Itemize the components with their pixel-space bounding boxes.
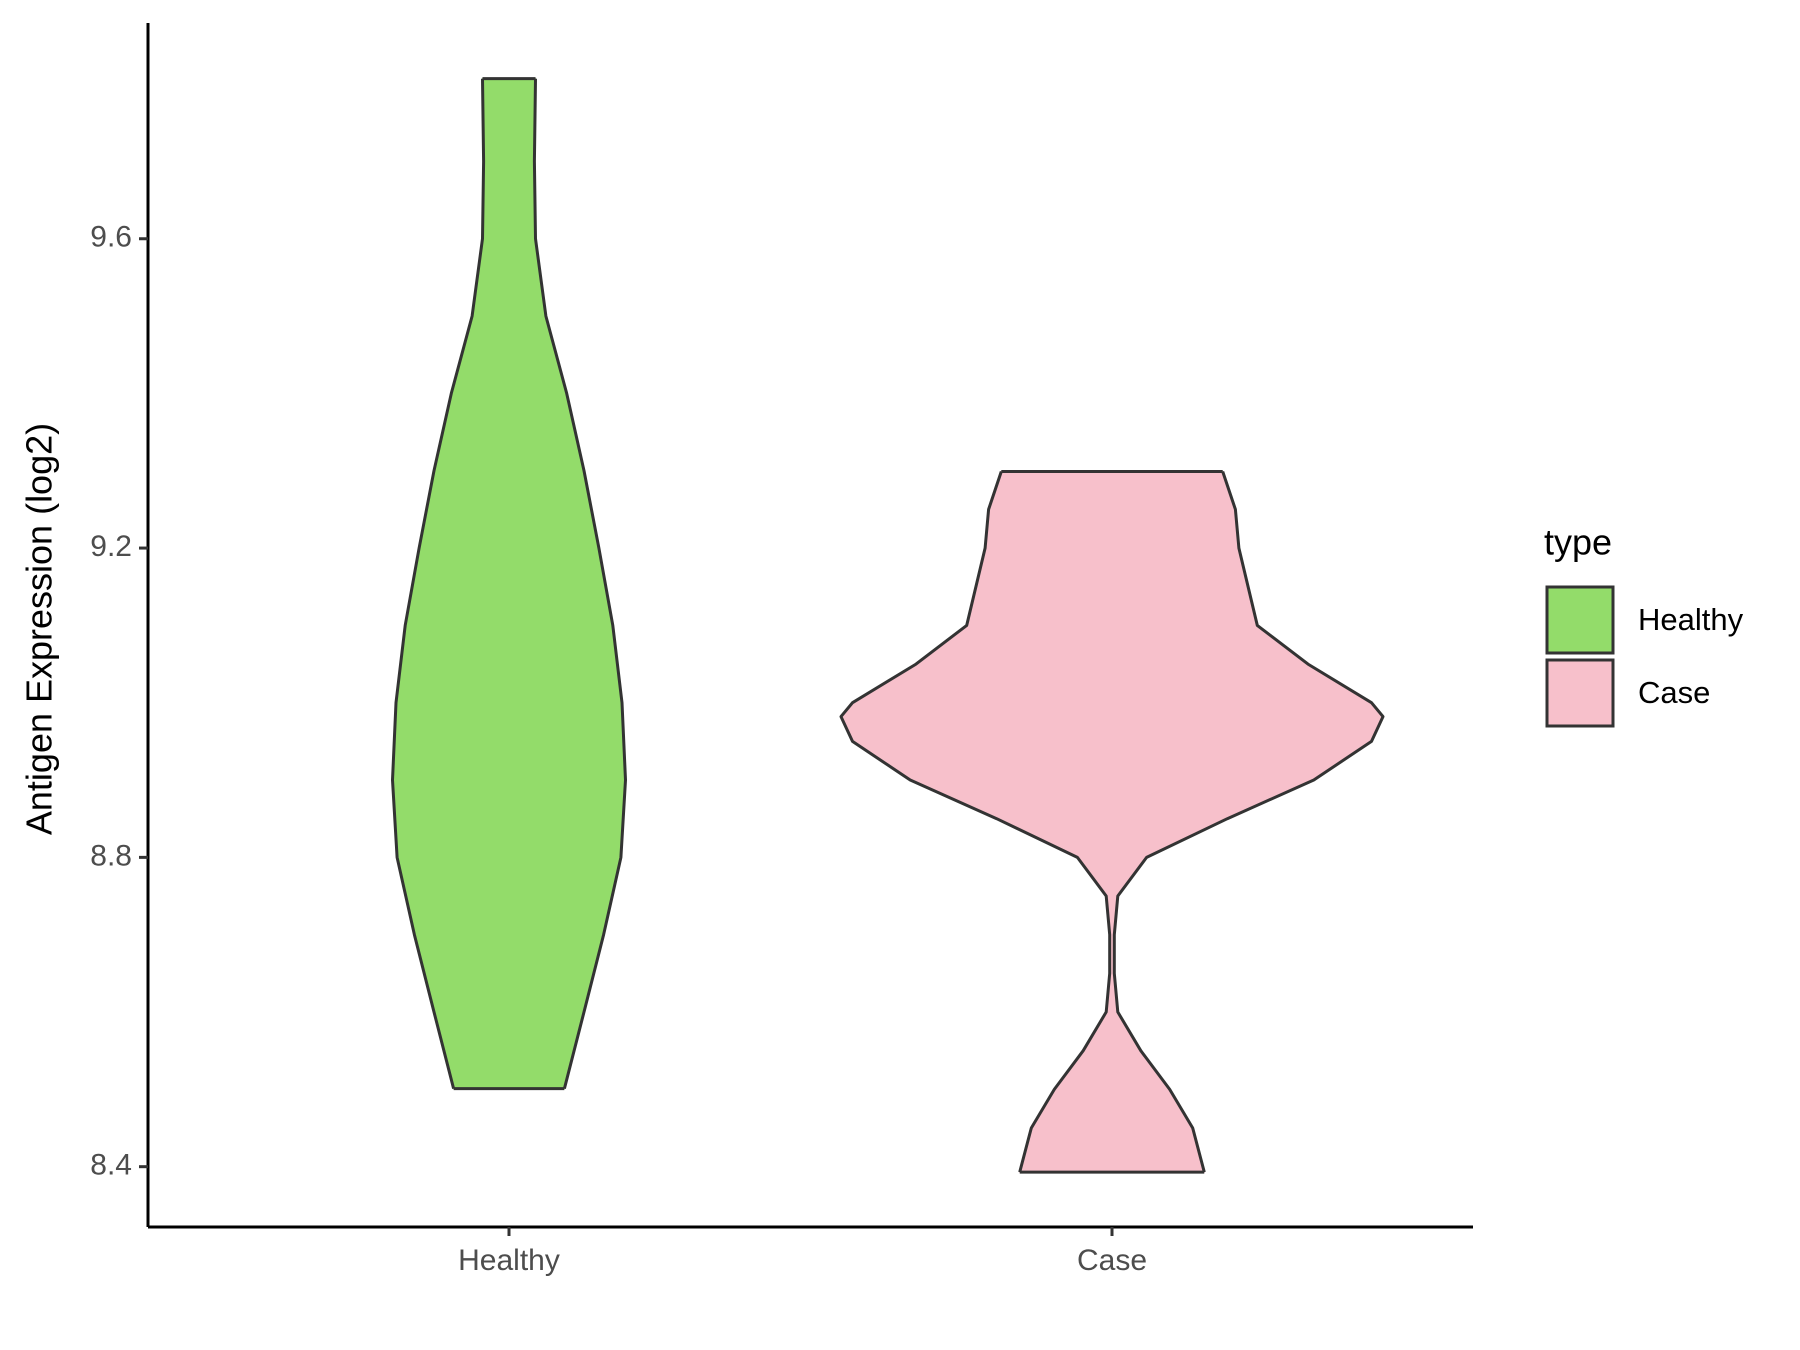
y-axis-title: Antigen Expression (log2) [19,423,60,835]
y-tick-label: 9.2 [90,530,132,563]
violin-outline [1112,471,1385,1173]
x-tick-label: Case [1077,1244,1147,1277]
x-tick-label: Healthy [458,1244,560,1277]
violin-outline [839,471,1112,1173]
y-tick-label: 9.6 [90,221,132,254]
y-tick-label: 8.4 [90,1149,132,1182]
violin-half [508,78,627,1090]
violin-outline [532,78,627,1089]
y-tick-label: 8.8 [90,839,132,872]
violin-half [391,78,510,1090]
legend-label: Case [1638,675,1710,710]
legend-label: Healthy [1638,602,1744,637]
legend-title: type [1544,522,1612,563]
legend-key [1545,585,1615,655]
violin-outline [391,78,486,1089]
legend-key [1545,658,1615,728]
